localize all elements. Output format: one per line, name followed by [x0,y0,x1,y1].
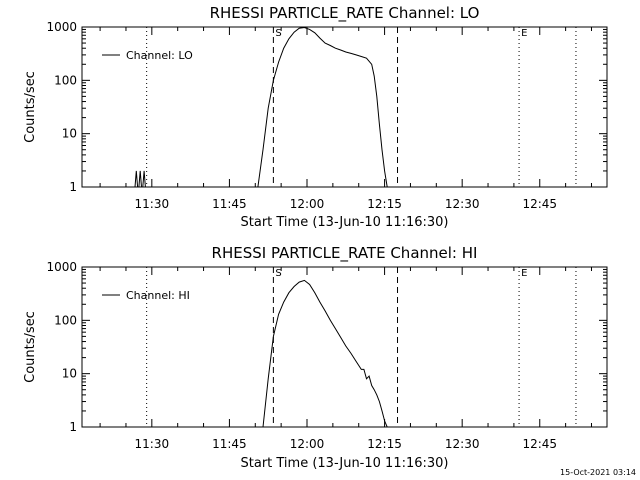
vline-flag-s-hi: S [275,268,281,279]
vline-flag-e-lo: E [521,28,527,39]
y-tick-label-hi: 10 [62,367,77,381]
x-tick-label-lo: 12:30 [445,197,480,211]
plot-timestamp: 15-Oct-2021 03:14 [560,468,636,477]
x-tick-label-lo: 12:45 [522,197,557,211]
vline-flag-e-hi: E [521,268,527,279]
y-tick-label-hi: 1000 [46,260,77,274]
x-tick-label-lo: 11:45 [212,197,247,211]
y-tick-label-lo: 10 [62,127,77,141]
plot-frame-lo [81,26,608,188]
y-tick-label-hi: 1 [69,420,77,434]
legend-entry-hi: Channel: HI [126,289,190,302]
x-tick-label-hi: 12:00 [290,437,325,451]
x-tick-label-hi: 12:30 [445,437,480,451]
x-tick-label-hi: 11:45 [212,437,247,451]
y-tick-label-lo: 1000 [46,20,77,34]
x-tick-label-lo: 12:00 [290,197,325,211]
series-line-lo [82,26,607,188]
y-tick-label-lo: 1 [69,180,77,194]
series-line-hi [82,279,607,428]
legend-entry-lo: Channel: LO [126,49,193,62]
plot-frame-hi [81,266,608,428]
x-tick-label-hi: 11:30 [135,437,170,451]
y-tick-label-hi: 100 [54,313,77,327]
chart-title-lo: RHESSI PARTICLE_RATE Channel: LO [210,4,480,23]
x-tick-label-hi: 12:45 [522,437,557,451]
vline-flag-s-lo: S [275,28,281,39]
x-axis-label-lo: Start Time (13-Jun-10 11:16:30) [241,215,449,230]
chart-title-hi: RHESSI PARTICLE_RATE Channel: HI [212,244,478,263]
x-tick-label-lo: 11:30 [135,197,170,211]
y-axis-label-hi: Counts/sec [23,311,38,383]
y-axis-label-lo: Counts/sec [23,71,38,143]
y-tick-label-lo: 100 [54,73,77,87]
x-axis-label-hi: Start Time (13-Jun-10 11:16:30) [241,456,449,471]
x-tick-label-hi: 12:15 [367,437,402,451]
x-tick-label-lo: 12:15 [367,197,402,211]
